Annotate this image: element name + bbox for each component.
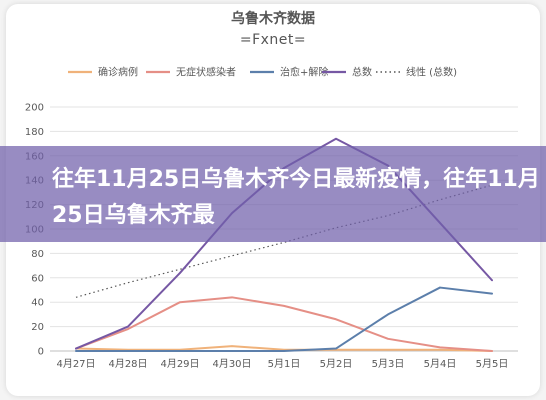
y-tick-label: 200 (25, 103, 44, 114)
data-point (179, 272, 181, 274)
x-tick-label: 5月2日 (320, 358, 353, 370)
headline-banner: 往年11月25日乌鲁木齐今日最新疫情，往年11月25日乌鲁木齐最 (0, 146, 546, 242)
legend-label: 治愈+解除 (280, 66, 328, 79)
chart-subtitle: =Fxnet= (239, 32, 307, 48)
y-tick-label: 0 (38, 347, 44, 358)
data-point (179, 350, 181, 352)
data-point (439, 286, 441, 289)
data-point (387, 338, 389, 340)
legend-label: 线性 (总数) (406, 66, 457, 79)
y-tick-label: 40 (31, 298, 44, 309)
data-point (387, 313, 389, 316)
legend-label: 总数 (352, 66, 372, 79)
x-tick-label: 4月30日 (212, 358, 251, 370)
data-point (127, 350, 129, 352)
data-point (231, 345, 233, 347)
data-point (283, 305, 285, 307)
data-point (231, 296, 233, 299)
y-tick-label: 180 (25, 127, 44, 138)
x-axis-ticks: 4月27日 4月28日 4月29日 4月30日 5月1日 5月2日 5月3日 5月4日 5月5日 (56, 358, 508, 370)
data-point (335, 347, 337, 350)
data-point (491, 292, 493, 295)
x-tick-label: 4月27日 (56, 358, 95, 370)
data-point (179, 301, 181, 304)
chart-title: 乌鲁木齐数据 (231, 11, 315, 27)
x-tick-label: 5月1日 (268, 358, 301, 370)
x-tick-label: 5月4日 (424, 358, 457, 370)
data-point (231, 350, 233, 352)
series-line-2 (75, 286, 493, 352)
y-tick-label: 60 (31, 273, 44, 284)
x-tick-label: 5月5日 (476, 358, 509, 370)
legend: 确诊病例 无症状感染者 治愈+解除 总数 线性 (总数) (68, 66, 457, 79)
data-point (387, 348, 389, 351)
x-tick-label: 4月28日 (108, 358, 147, 370)
data-point (127, 328, 129, 330)
headline-text: 往年11月25日乌鲁木齐今日最新疫情，往年11月25日乌鲁木齐最 (52, 167, 540, 228)
data-point (491, 350, 493, 352)
data-point (75, 350, 77, 352)
legend-label: 无症状感染者 (176, 66, 236, 79)
data-point (335, 318, 337, 321)
data-point (491, 279, 493, 282)
data-point (127, 325, 129, 328)
y-tick-label: 20 (31, 322, 44, 333)
data-point (439, 346, 441, 349)
x-tick-label: 5月3日 (372, 358, 405, 370)
y-tick-label: 80 (31, 249, 44, 260)
legend-label: 确诊病例 (98, 66, 138, 79)
data-point (75, 347, 77, 350)
data-point (335, 137, 337, 140)
data-point (283, 350, 285, 352)
x-tick-label: 4月29日 (160, 358, 199, 370)
data-point (439, 348, 441, 351)
